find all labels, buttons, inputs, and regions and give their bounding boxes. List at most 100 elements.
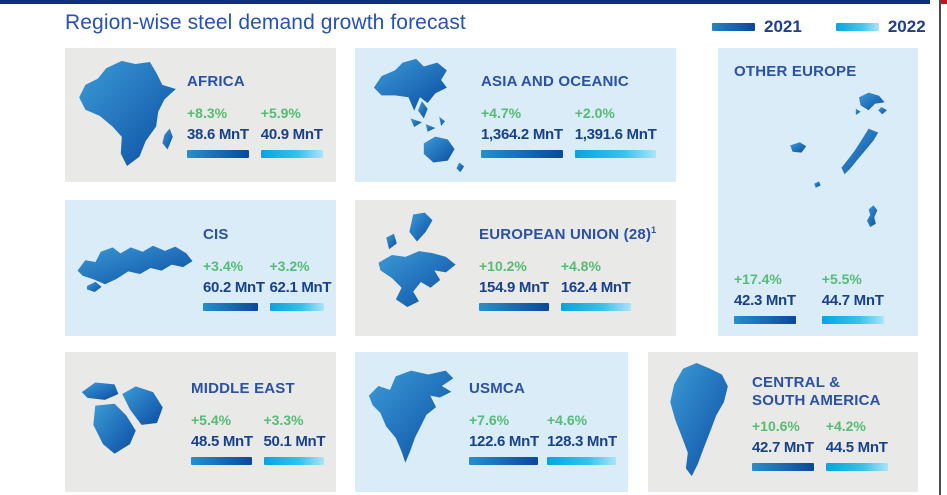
bar-2022 [547,457,616,465]
stats-row: +10.6% 42.7 MnT +4.2% 44.5 MnT [752,418,906,471]
stat-2021: +10.6% 42.7 MnT [752,418,814,471]
card-title-footnote: 1 [651,225,657,235]
stat-2021: +4.7% 1,364.2 MnT [481,105,563,158]
stats-row: +10.2% 154.9 MnT +4.8% 162.4 MnT [479,258,664,311]
bar-2021 [481,150,563,158]
growth-2021: +8.3% [187,105,228,121]
card-title: USMCA [469,379,616,398]
south-america-map-icon [658,361,744,483]
value-2022: 44.7 MnT [821,292,884,309]
stat-2022: +3.3% 50.1 MnT [263,412,326,465]
card-title: ASIA AND OCEANIC [481,72,664,91]
card-cis: CIS +3.4% 60.2 MnT +3.2% 62.1 MnT [65,200,336,336]
growth-2022: +2.0% [574,105,615,121]
card-title: OTHER EUROPE [734,62,904,81]
card-title: MIDDLE EAST [191,379,324,398]
stat-2022: +4.2% 44.5 MnT [825,418,888,471]
card-africa: AFRICA +8.3% 38.6 MnT +5.9% 40.9 MnT [65,48,336,182]
card-title-line1: EUROPEAN UNION (28) [479,226,652,243]
legend: 2021 2022 [712,17,926,37]
stats-row: +7.6% 122.6 MnT +4.6% 128.3 MnT [469,412,617,465]
legend-swatch-2022-icon [835,23,879,31]
stat-2022: +4.8% 162.4 MnT [560,258,631,311]
legend-label-2021: 2021 [764,17,802,36]
other-europe-map-icon [734,83,904,271]
value-2022: 1,391.6 MnT [574,126,657,143]
card-title-line1: AFRICA [187,73,245,90]
value-2022: 128.3 MnT [547,433,617,450]
bar-2021 [191,457,252,465]
card-title-line1: OTHER EUROPE [734,63,857,80]
bar-2021 [469,457,538,465]
bar-2022 [821,316,884,324]
stat-2022: +3.2% 62.1 MnT [269,258,332,311]
stat-2021: +8.3% 38.6 MnT [187,105,249,158]
stat-2021: +7.6% 122.6 MnT [469,412,539,465]
growth-2022: +4.6% [547,412,588,428]
bar-2022 [574,150,657,158]
growth-2021: +10.2% [479,258,527,274]
value-2021: 42.3 MnT [734,292,796,309]
growth-2022: +3.3% [263,412,304,428]
value-2022: 44.5 MnT [825,439,888,456]
bar-2021 [203,303,258,311]
stat-2022: +2.0% 1,391.6 MnT [574,105,657,158]
card-usmca: USMCA +7.6% 122.6 MnT +4.6% 128.3 MnT [355,352,628,492]
growth-2021: +17.4% [734,271,782,287]
stats-row: +4.7% 1,364.2 MnT +2.0% 1,391.6 MnT [481,105,664,158]
value-2021: 60.2 MnT [203,279,265,296]
card-european-union: EUROPEAN UNION (28)1 +10.2% 154.9 MnT +4… [355,200,676,336]
bar-2022 [260,150,323,158]
bar-2021 [734,316,796,324]
growth-2022: +5.9% [260,105,301,121]
stats-row: +3.4% 60.2 MnT +3.2% 62.1 MnT [203,258,332,311]
card-title-line1: CENTRAL & [752,374,841,391]
stats-row: +17.4% 42.3 MnT +5.5% 44.7 MnT [734,271,904,324]
growth-2021: +5.4% [191,412,232,428]
stat-2021: +5.4% 48.5 MnT [191,412,253,465]
card-other-europe: OTHER EUROPE +17.4% 42.3 MnT +5.5% 44.7 … [718,48,918,336]
value-2021: 122.6 MnT [469,433,539,450]
page-title: Region-wise steel demand growth forecast [65,11,466,34]
stats-row: +5.4% 48.5 MnT +3.3% 50.1 MnT [191,412,326,465]
page-edge-line [939,0,941,495]
growth-2021: +10.6% [752,418,800,434]
page-corner-mark [941,0,947,4]
value-2021: 154.9 MnT [479,279,549,296]
stat-2022: +5.9% 40.9 MnT [260,105,323,158]
stat-2021: +10.2% 154.9 MnT [479,258,549,311]
bar-2021 [752,463,814,471]
legend-swatch-2021-icon [712,23,755,31]
legend-item-2021: 2021 [712,17,802,37]
value-2021: 48.5 MnT [191,433,253,450]
africa-map-icon [75,57,179,173]
growth-2022: +4.8% [560,258,601,274]
asia-oceania-map-icon [365,55,473,175]
growth-2021: +3.4% [203,258,244,274]
card-title-line1: MIDDLE EAST [191,380,295,397]
card-central-south-america: CENTRAL & SOUTH AMERICA +10.6% 42.7 MnT +… [648,352,918,492]
bar-2021 [187,150,249,158]
growth-2021: +4.7% [481,105,522,121]
europe-map-icon [365,212,471,324]
value-2022: 50.1 MnT [263,433,326,450]
growth-2022: +4.2% [825,418,866,434]
bar-2022 [825,463,888,471]
value-2021: 42.7 MnT [752,439,814,456]
stat-2021: +3.4% 60.2 MnT [203,258,265,311]
stat-2022: +5.5% 44.7 MnT [821,271,884,324]
bar-2022 [560,303,631,311]
card-title-line1: CIS [203,226,229,243]
north-america-map-icon [365,366,461,478]
growth-2022: +5.5% [821,271,862,287]
card-title: EUROPEAN UNION (28)1 [479,225,664,244]
growth-2022: +3.2% [269,258,310,274]
card-title-line1: ASIA AND OCEANIC [481,73,629,90]
bar-2022 [263,457,324,465]
stat-2021: +17.4% 42.3 MnT [734,271,796,324]
middle-east-map-icon [75,369,183,475]
value-2022: 62.1 MnT [269,279,332,296]
card-asia-oceanic: ASIA AND OCEANIC +4.7% 1,364.2 MnT +2.0%… [355,48,676,182]
card-title-line2: SOUTH AMERICA [752,392,881,409]
